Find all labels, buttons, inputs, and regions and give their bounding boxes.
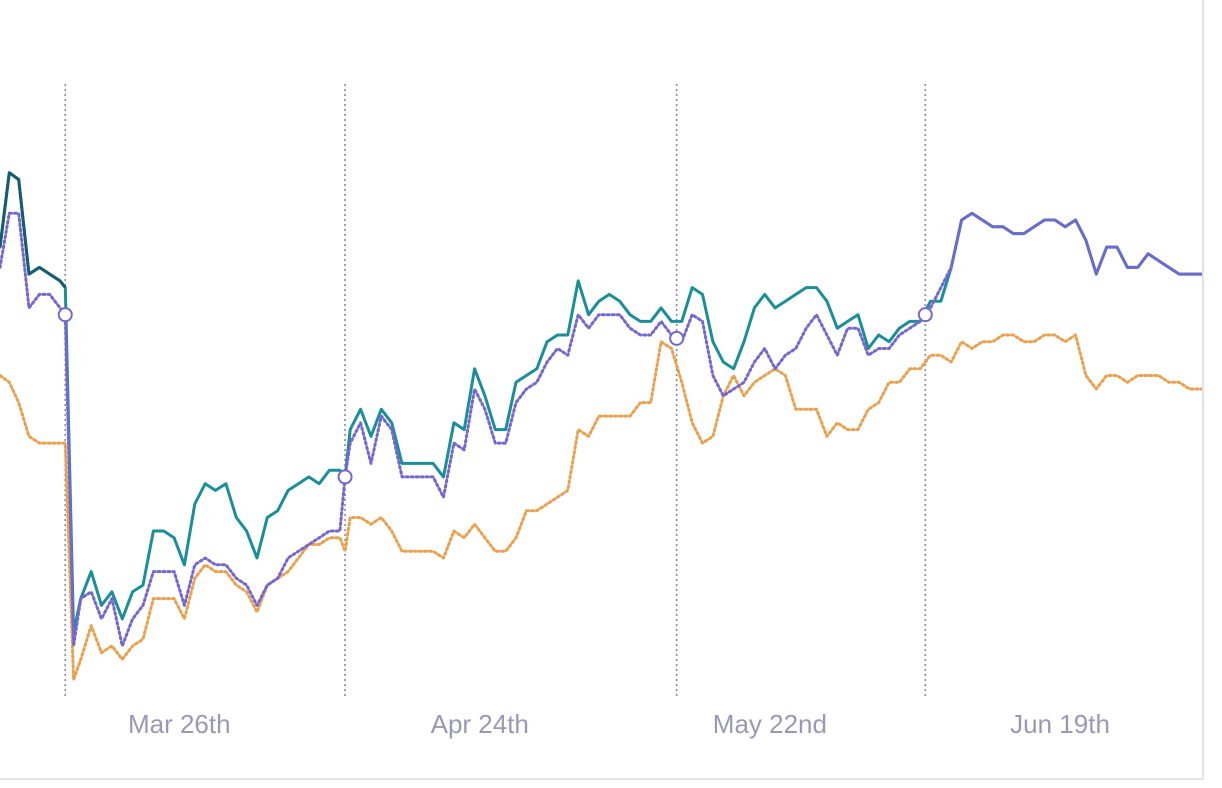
annotation-marker-3 [669, 330, 685, 346]
x-axis: Mar 26th Apr 24th May 22nd Jun 19th [128, 709, 1110, 739]
annotation-marker-1 [57, 307, 73, 323]
series-line-3 [0, 333, 1202, 682]
line-chart: Mar 26th Apr 24th May 22nd Jun 19th [0, 84, 1202, 739]
x-tick-label: Jun 19th [1010, 709, 1110, 739]
x-tick-label: May 22nd [713, 709, 827, 739]
annotation-marker-4 [917, 307, 933, 323]
x-tick-label: Mar 26th [128, 709, 231, 739]
marker-layer [57, 307, 933, 485]
chart-panel: Mar 26th Apr 24th May 22nd Jun 19th [0, 0, 1204, 780]
x-tick-label: Apr 24th [431, 709, 529, 739]
series-layer [0, 171, 1202, 682]
series-line-1-highlight [0, 171, 67, 289]
annotation-marker-2 [337, 469, 353, 485]
annotation-layer [64, 84, 927, 697]
series-line-2 [0, 211, 1202, 648]
series-line-1 [0, 171, 1202, 634]
